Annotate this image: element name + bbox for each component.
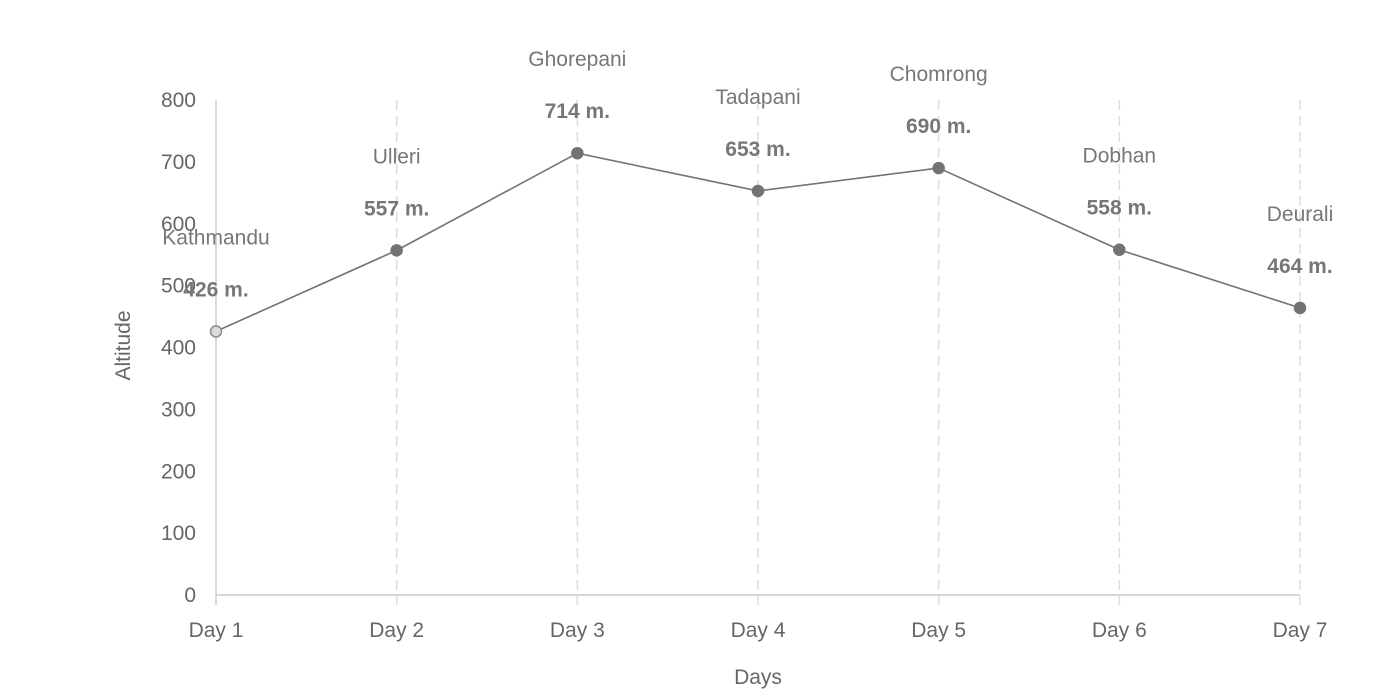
- x-tick-label: Day 1: [189, 619, 244, 642]
- y-tick-label: 400: [161, 337, 196, 360]
- altitude-series-line: [215, 152, 1301, 333]
- y-tick-label: 500: [161, 275, 196, 298]
- x-tick-label: Day 6: [1092, 619, 1147, 642]
- x-tick-label: Day 4: [731, 619, 786, 642]
- y-tick-label: 100: [161, 522, 196, 545]
- x-tick-label: Day 3: [550, 619, 605, 642]
- x-tick-labels: Day 1 Day 2 Day 3 Day 4 Day 5 Day 6 Day 7: [189, 619, 1328, 642]
- data-point-4[interactable]: [751, 184, 765, 198]
- place-label: Ghorepani: [528, 48, 626, 71]
- data-points: [209, 146, 1307, 338]
- data-point-6[interactable]: [1113, 243, 1126, 256]
- place-label: Kathmandu: [162, 226, 269, 249]
- value-label: 690 m.: [906, 115, 971, 138]
- y-tick-label: 200: [161, 460, 196, 483]
- data-point-5[interactable]: [932, 161, 945, 175]
- x-tick-label: Day 7: [1273, 619, 1328, 642]
- value-label: 426 m.: [183, 278, 248, 301]
- axis-layer: [215, 100, 1300, 596]
- value-label: 653 m.: [725, 138, 790, 161]
- place-label: Deurali: [1267, 203, 1334, 226]
- value-label: 558 m.: [1087, 197, 1152, 220]
- grid-layer: [215, 100, 1301, 605]
- place-label: Ulleri: [373, 145, 421, 168]
- place-label: Tadapani: [715, 86, 800, 109]
- y-tick-label: 0: [184, 584, 196, 607]
- y-tick-label: 800: [161, 89, 196, 112]
- x-tick-label: Day 5: [911, 619, 966, 642]
- y-tick-labels: 0 100 200 300 400 500 600 700 800: [161, 89, 196, 607]
- value-label: 557 m.: [364, 197, 429, 220]
- value-label: 464 m.: [1267, 255, 1332, 278]
- place-label: Chomrong: [890, 63, 988, 86]
- data-point-1[interactable]: [209, 325, 223, 338]
- data-labels: 426 m. Kathmandu 557 m. Ulleri 714 m. Ghorepa…: [162, 48, 1333, 301]
- y-tick-label: 700: [161, 151, 196, 174]
- value-label: 714 m.: [545, 100, 610, 123]
- place-label: Dobhan: [1083, 145, 1157, 168]
- data-point-2[interactable]: [390, 244, 403, 257]
- y-axis-title: Altitude: [112, 310, 135, 380]
- x-tick-label: Day 2: [369, 619, 424, 642]
- x-axis-title: Days: [734, 666, 782, 689]
- data-point-7[interactable]: [1293, 301, 1307, 315]
- y-tick-label: 600: [161, 213, 196, 236]
- data-point-3[interactable]: [571, 146, 584, 160]
- y-tick-label: 300: [161, 398, 196, 421]
